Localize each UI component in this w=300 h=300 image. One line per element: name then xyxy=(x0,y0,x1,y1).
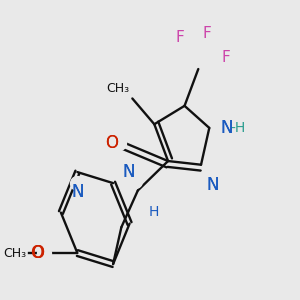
Text: N: N xyxy=(220,119,233,137)
Text: O: O xyxy=(106,134,118,152)
Text: O: O xyxy=(106,134,118,152)
Text: N: N xyxy=(71,183,84,201)
Text: N: N xyxy=(206,176,219,194)
Text: H: H xyxy=(149,205,159,219)
Text: F: F xyxy=(222,50,230,65)
Text: O: O xyxy=(30,244,43,262)
Text: N: N xyxy=(71,183,84,201)
Text: F: F xyxy=(176,30,184,45)
Text: O: O xyxy=(32,244,44,262)
Text: N: N xyxy=(123,163,135,181)
Text: F: F xyxy=(202,26,211,41)
Text: CH₃: CH₃ xyxy=(3,247,26,260)
Text: CH₃: CH₃ xyxy=(106,82,130,95)
Text: O: O xyxy=(32,244,44,262)
Text: -H: -H xyxy=(230,121,245,135)
Text: N: N xyxy=(206,176,219,194)
Text: N: N xyxy=(123,163,135,181)
Text: N: N xyxy=(220,119,233,137)
